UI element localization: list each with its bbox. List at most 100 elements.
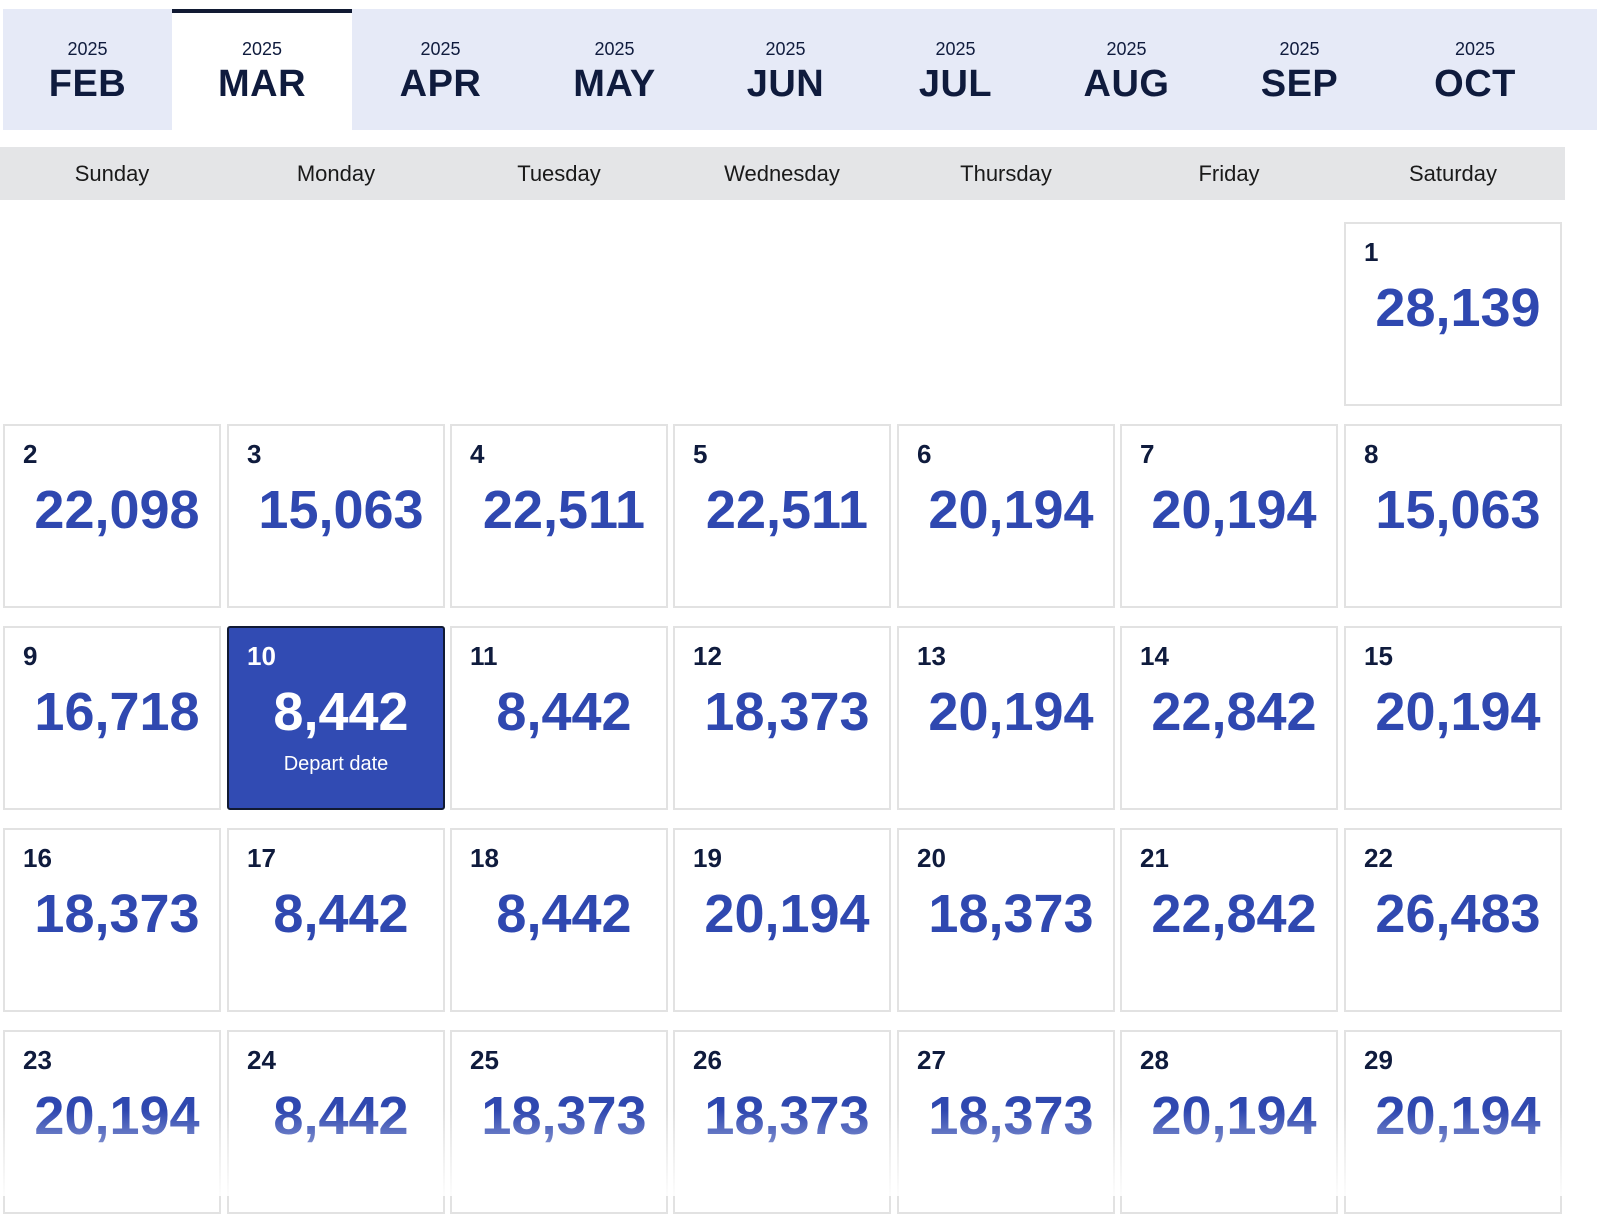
tab-month: MAR <box>217 63 307 105</box>
date-cell[interactable]: 9 16,718 <box>3 626 221 810</box>
date-cell[interactable]: 20 18,373 <box>897 828 1115 1012</box>
date-cell[interactable]: 21 22,842 <box>1120 828 1338 1012</box>
day-number: 3 <box>247 439 262 469</box>
date-cell[interactable]: 15 20,194 <box>1344 626 1562 810</box>
day-number: 11 <box>470 641 498 671</box>
day-number: 24 <box>247 1045 276 1075</box>
fare-price: 22,842 <box>1151 682 1317 742</box>
tab-month: SEP <box>1260 63 1339 105</box>
tab-oct-2025[interactable]: 2025 OCT <box>1386 9 1564 130</box>
month-tab-bar: 2025 FEB 2025 MAR 2025 APR 2025 MAY 2025 JUN 2025 J… <box>3 9 1597 130</box>
day-number: 14 <box>1140 641 1169 671</box>
fare-price: 18,373 <box>704 1086 870 1146</box>
fare-price: 8,442 <box>496 884 632 944</box>
day-number: 5 <box>693 439 708 469</box>
tab-jul-2025[interactable]: 2025 JUL <box>871 9 1040 130</box>
fare-price: 28,139 <box>1375 278 1541 338</box>
fare-price: 20,194 <box>34 1086 200 1146</box>
tab-year: 2025 <box>935 39 976 59</box>
day-number: 18 <box>470 843 499 873</box>
tab-jun-2025[interactable]: 2025 JUN <box>700 9 871 130</box>
weekday-tuesday: Tuesday <box>447 147 671 200</box>
fare-price: 20,194 <box>1375 1086 1541 1146</box>
fare-price: 20,194 <box>1151 480 1317 540</box>
date-cell[interactable]: 23 20,194 <box>3 1030 221 1214</box>
day-number: 8 <box>1364 439 1379 469</box>
tab-year: 2025 <box>765 39 806 59</box>
date-cell[interactable]: 24 8,442 <box>227 1030 445 1214</box>
date-cell[interactable]: 25 18,373 <box>450 1030 668 1214</box>
date-cell[interactable]: 11 8,442 <box>450 626 668 810</box>
fare-price: 18,373 <box>928 884 1094 944</box>
selected-date-cell[interactable]: 10 8,442 Depart date <box>227 626 445 810</box>
fare-price: 15,063 <box>258 480 424 540</box>
date-cell[interactable]: 17 8,442 <box>227 828 445 1012</box>
weekday-wednesday: Wednesday <box>670 147 894 200</box>
day-number: 4 <box>470 439 485 469</box>
date-cell[interactable]: 29 20,194 <box>1344 1030 1562 1214</box>
date-cell[interactable]: 27 18,373 <box>897 1030 1115 1214</box>
weekday-monday: Monday <box>224 147 448 200</box>
fare-price: 8,442 <box>496 682 632 742</box>
fare-price: 26,483 <box>1375 884 1541 944</box>
weekday-thursday: Thursday <box>894 147 1118 200</box>
fare-price: 18,373 <box>481 1086 647 1146</box>
fare-price: 22,511 <box>482 480 646 540</box>
date-cell[interactable]: 14 22,842 <box>1120 626 1338 810</box>
tab-month: APR <box>399 63 482 105</box>
depart-date-caption: Depart date <box>283 753 389 775</box>
day-number: 22 <box>1364 843 1393 873</box>
tab-sep-2025[interactable]: 2025 SEP <box>1213 9 1386 130</box>
tab-month: FEB <box>48 63 127 105</box>
date-cell[interactable]: 19 20,194 <box>673 828 891 1012</box>
date-cell[interactable]: 26 18,373 <box>673 1030 891 1214</box>
date-cell[interactable]: 12 18,373 <box>673 626 891 810</box>
date-cell[interactable]: 3 15,063 <box>227 424 445 608</box>
day-number: 2 <box>23 439 38 469</box>
date-cell[interactable]: 5 22,511 <box>673 424 891 608</box>
fare-price: 20,194 <box>928 480 1094 540</box>
fare-price: 20,194 <box>928 682 1094 742</box>
day-number: 10 <box>247 641 276 671</box>
tab-feb-2025[interactable]: 2025 FEB <box>3 9 172 130</box>
fare-price: 16,718 <box>34 682 200 742</box>
fare-price: 8,442 <box>273 682 409 742</box>
day-number: 13 <box>917 641 946 671</box>
fare-price: 22,842 <box>1151 884 1317 944</box>
date-cell[interactable]: 22 26,483 <box>1344 828 1562 1012</box>
day-number: 9 <box>23 641 38 671</box>
date-cell[interactable]: 7 20,194 <box>1120 424 1338 608</box>
tab-month: JUN <box>746 63 825 105</box>
tab-aug-2025[interactable]: 2025 AUG <box>1040 9 1213 130</box>
fare-price: 18,373 <box>928 1086 1094 1146</box>
date-cell[interactable]: 18 8,442 <box>450 828 668 1012</box>
day-number: 7 <box>1140 439 1155 469</box>
day-number: 16 <box>23 843 52 873</box>
fare-price: 15,063 <box>1375 480 1541 540</box>
day-number: 23 <box>23 1045 52 1075</box>
date-cell[interactable]: 1 28,139 <box>1344 222 1562 406</box>
tab-month: AUG <box>1083 63 1170 105</box>
tab-apr-2025[interactable]: 2025 APR <box>352 9 529 130</box>
date-cell[interactable]: 2 22,098 <box>3 424 221 608</box>
tab-mar-2025[interactable]: 2025 MAR <box>172 9 352 130</box>
tab-year: 2025 <box>241 39 283 59</box>
fare-price: 22,098 <box>34 480 200 540</box>
tab-may-2025[interactable]: 2025 MAY <box>529 9 700 130</box>
date-cell[interactable]: 13 20,194 <box>897 626 1115 810</box>
date-cell[interactable]: 4 22,511 <box>450 424 668 608</box>
day-number: 1 <box>1364 237 1379 267</box>
day-number: 26 <box>693 1045 722 1075</box>
fare-price: 8,442 <box>273 1086 409 1146</box>
tab-year: 2025 <box>420 39 461 59</box>
fare-price: 18,373 <box>34 884 200 944</box>
weekday-saturday: Saturday <box>1341 147 1565 200</box>
date-cell[interactable]: 6 20,194 <box>897 424 1115 608</box>
tab-year: 2025 <box>1454 39 1496 59</box>
date-cell[interactable]: 28 20,194 <box>1120 1030 1338 1214</box>
date-cell[interactable]: 16 18,373 <box>3 828 221 1012</box>
fare-price: 22,511 <box>705 480 869 540</box>
day-number: 15 <box>1364 641 1393 671</box>
date-cell[interactable]: 8 15,063 <box>1344 424 1562 608</box>
day-number: 12 <box>693 641 722 671</box>
